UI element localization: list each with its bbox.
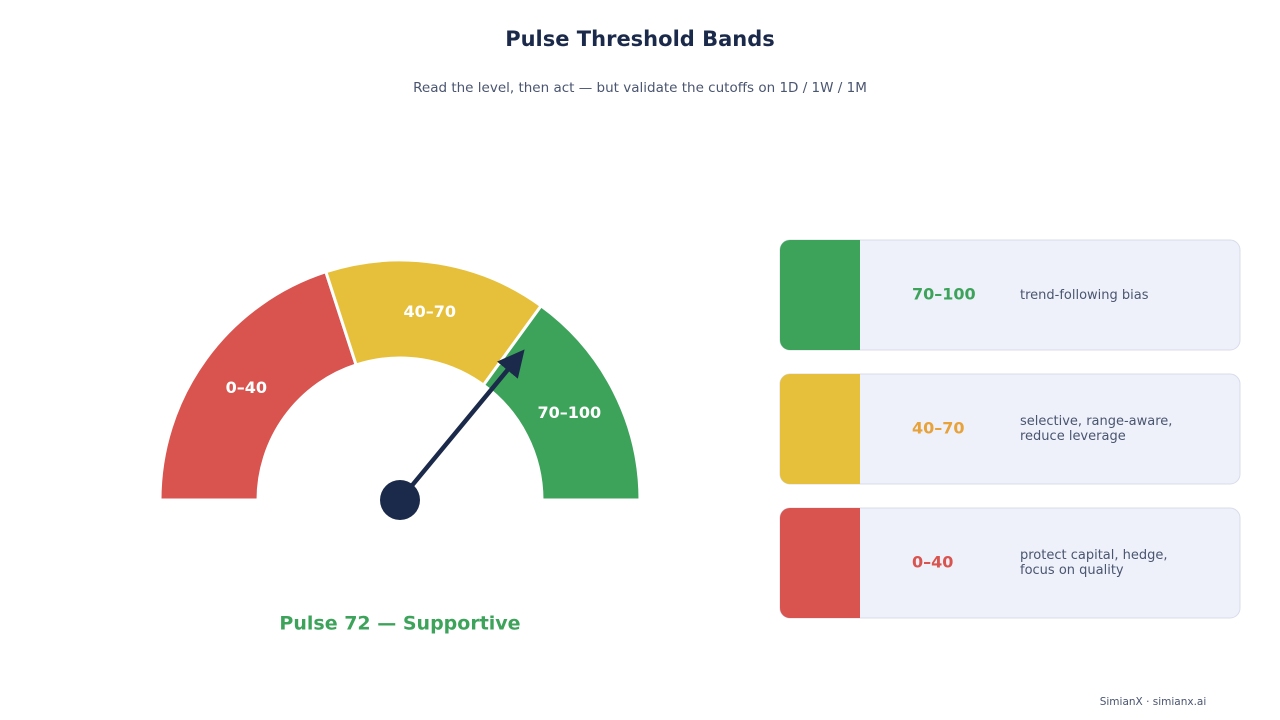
- gauge-caption: Pulse 72 — Supportive: [279, 613, 520, 635]
- needle-hub: [380, 480, 420, 520]
- legend-swatch: [780, 508, 860, 618]
- chart-subtitle: Read the level, then act — but validate …: [413, 80, 867, 96]
- band-label: 40–70: [403, 302, 456, 321]
- chart-title: Pulse Threshold Bands: [505, 27, 775, 51]
- legend-description: trend-following bias: [1020, 287, 1149, 303]
- legend-description: selective, range-aware, reduce leverage: [1020, 414, 1173, 444]
- legend-description: protect capital, hedge, focus on quality: [1020, 548, 1168, 578]
- legend-description-box: selective, range-aware, reduce leverage: [1020, 414, 1173, 444]
- legend-swatch: [780, 240, 860, 350]
- legend-label: 70–100: [912, 285, 976, 304]
- band-label: 70–100: [537, 403, 601, 422]
- legend-description-box: trend-following bias: [1020, 287, 1149, 303]
- legend-description-box: protect capital, hedge, focus on quality: [1020, 548, 1168, 578]
- gauge-band: [158, 269, 359, 502]
- legend-label: 0–40: [912, 553, 953, 572]
- band-label: 0–40: [226, 378, 267, 397]
- legend-swatch: [780, 374, 860, 484]
- footer: SimianX · simianx.ai: [1100, 696, 1207, 708]
- needle: [397, 349, 525, 503]
- legend-label: 40–70: [912, 419, 965, 438]
